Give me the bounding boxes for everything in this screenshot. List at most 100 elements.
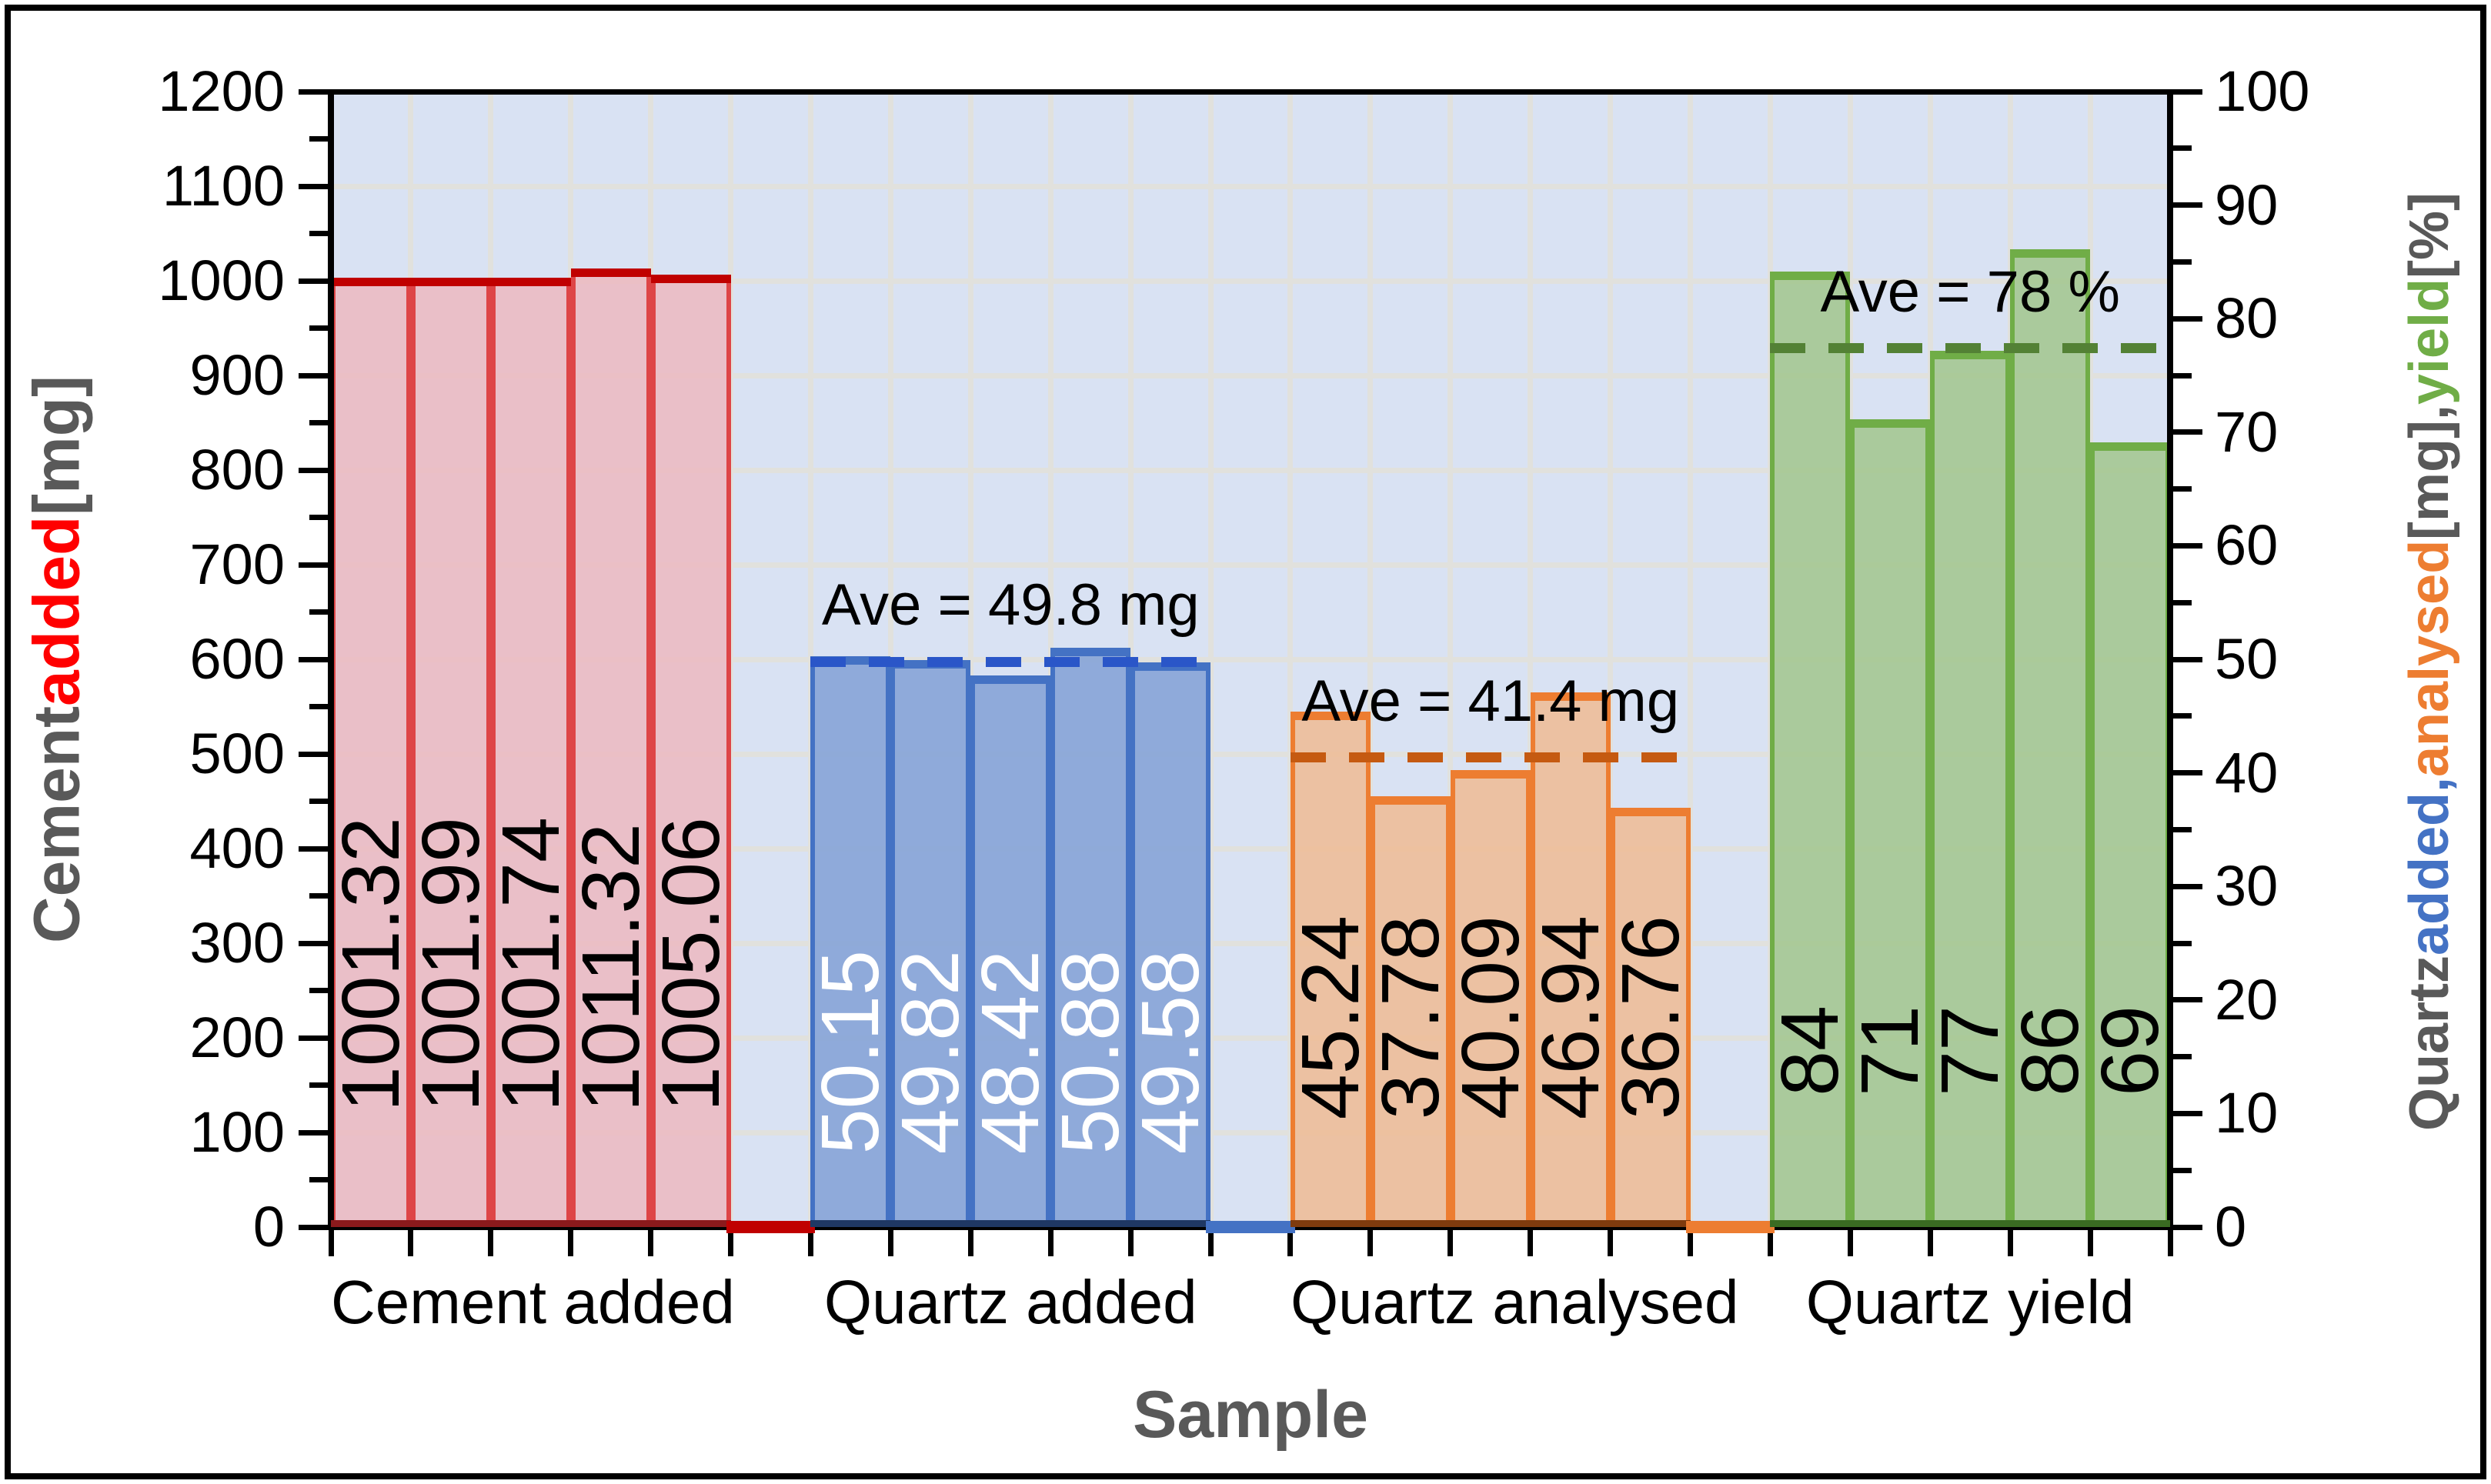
bar xyxy=(570,270,651,1227)
group-baseline xyxy=(1770,1220,2170,1227)
x-axis-tick xyxy=(1207,1230,1214,1256)
bar-top-edge xyxy=(1050,648,1131,656)
right-axis-tick-label: 20 xyxy=(2215,967,2279,1032)
bar-top-edge xyxy=(570,268,651,278)
right-axis-tick-label: 100 xyxy=(2215,59,2310,123)
horizontal-gridline xyxy=(331,845,2170,852)
left-axis-tick xyxy=(309,1177,328,1182)
right-axis-tick-label: 60 xyxy=(2215,513,2279,578)
right-axis-tick-label: 70 xyxy=(2215,399,2279,464)
right-axis-tick-label: 10 xyxy=(2215,1081,2279,1146)
bar-value-label: 1001.32 xyxy=(325,816,416,1112)
x-axis-tick xyxy=(807,1230,813,1256)
x-axis-tick xyxy=(2087,1230,2093,1256)
right-axis-tick xyxy=(2173,429,2202,435)
right-axis-tick xyxy=(2173,997,2202,1003)
bar-top-edge xyxy=(490,277,571,286)
bar xyxy=(1130,664,1211,1227)
bar xyxy=(2090,443,2170,1227)
bar xyxy=(1770,273,1851,1227)
horizontal-gridline xyxy=(331,562,2170,568)
right-axis-tick xyxy=(2173,258,2192,265)
right-axis-tick-label: 30 xyxy=(2215,854,2279,919)
left-axis-tick-label: 100 xyxy=(189,1100,285,1164)
bar-value-label: 49.82 xyxy=(885,949,977,1154)
bar-value-label: 71 xyxy=(1845,1005,1936,1096)
bar-value-label: 46.94 xyxy=(1524,915,1616,1119)
left-axis-tick-label: 400 xyxy=(189,816,285,880)
right-axis-title: Quartz added, analysed [mg], yield [%] xyxy=(2379,77,2479,1246)
horizontal-gridline xyxy=(331,1035,2170,1041)
x-axis-tick xyxy=(2007,1230,2013,1256)
horizontal-gridline xyxy=(331,656,2170,662)
bar xyxy=(650,275,731,1227)
left-axis-tick-label: 800 xyxy=(189,438,285,502)
left-axis-tick xyxy=(299,278,328,284)
left-axis-tick xyxy=(299,1035,328,1041)
average-dashed-line xyxy=(810,656,1211,667)
horizontal-gridline xyxy=(331,940,2170,946)
axis-title-part: [mg], xyxy=(2399,404,2460,540)
bar-value-label: 45.24 xyxy=(1284,915,1376,1119)
bar-top-edge xyxy=(1530,692,1611,702)
right-axis-tick xyxy=(2173,656,2202,662)
right-axis-tick xyxy=(2173,1110,2202,1116)
bar-top-edge xyxy=(650,274,731,283)
series-zero-strip xyxy=(1206,1221,1295,1233)
left-axis-tick-label: 600 xyxy=(189,627,285,691)
x-axis-tick xyxy=(1608,1230,1614,1256)
left-axis-tick-label: 500 xyxy=(189,722,285,785)
average-annotation: Ave = 78 % xyxy=(1820,258,2120,325)
bar xyxy=(1930,352,2011,1227)
bar-value-label: 36.76 xyxy=(1604,915,1696,1119)
group-baseline xyxy=(1290,1220,1691,1227)
right-axis-tick xyxy=(2173,145,2192,152)
left-axis-tick xyxy=(299,940,328,946)
x-axis-tick xyxy=(1367,1230,1374,1256)
right-axis-tick xyxy=(2173,202,2202,208)
bar xyxy=(890,661,971,1227)
axis-title-part: added xyxy=(20,515,93,706)
bar-value-label: 1001.99 xyxy=(405,816,496,1112)
left-axis-tick xyxy=(299,1129,328,1136)
bar-value-label: 48.42 xyxy=(965,949,1057,1154)
x-axis-tick xyxy=(967,1230,973,1256)
bar xyxy=(1050,649,1131,1227)
x-axis-tick xyxy=(1927,1230,1933,1256)
x-category-label: Quartz added xyxy=(823,1268,1197,1336)
right-axis-tick xyxy=(2173,599,2192,605)
left-axis-tick xyxy=(309,325,328,331)
bar-top-edge xyxy=(2090,442,2170,451)
left-axis-tick xyxy=(309,704,328,709)
bar-top-edge xyxy=(1850,419,1931,429)
left-axis-tick xyxy=(299,467,328,473)
y-axis-left xyxy=(328,92,334,1230)
horizontal-gridline xyxy=(331,1129,2170,1136)
axis-title-part: [%] xyxy=(2399,192,2460,278)
x-axis-tick xyxy=(1528,1230,1534,1256)
right-axis-tick-label: 50 xyxy=(2215,627,2279,691)
right-axis-tick xyxy=(2173,1054,2192,1060)
x-category-label: Quartz yield xyxy=(1805,1268,2135,1336)
horizontal-gridline xyxy=(331,467,2170,473)
bar-top-edge xyxy=(1450,770,1531,779)
axis-title-part: added, xyxy=(2399,777,2460,956)
bar-value-label: 50.15 xyxy=(805,949,897,1154)
right-axis-tick xyxy=(2173,940,2192,946)
left-axis-tick-label: 1200 xyxy=(158,59,285,123)
x-axis-tick xyxy=(1767,1230,1773,1256)
right-axis-tick xyxy=(2173,1224,2202,1230)
bar xyxy=(1850,421,1931,1227)
series-zero-strip xyxy=(726,1221,816,1233)
x-axis-title: Sample xyxy=(1133,1378,1368,1452)
bar xyxy=(970,677,1051,1227)
x-axis-tick xyxy=(648,1230,654,1256)
x-axis-tick xyxy=(1127,1230,1134,1256)
bar-top-edge xyxy=(331,278,411,287)
bar-value-label: 37.78 xyxy=(1364,915,1456,1119)
left-axis-tick xyxy=(309,231,328,236)
bar-value-label: 84 xyxy=(1765,1005,1856,1096)
axis-title-part: [mg] xyxy=(20,375,93,516)
left-axis-tick xyxy=(309,136,328,142)
left-axis-title: Cement added [mg] xyxy=(11,92,103,1227)
